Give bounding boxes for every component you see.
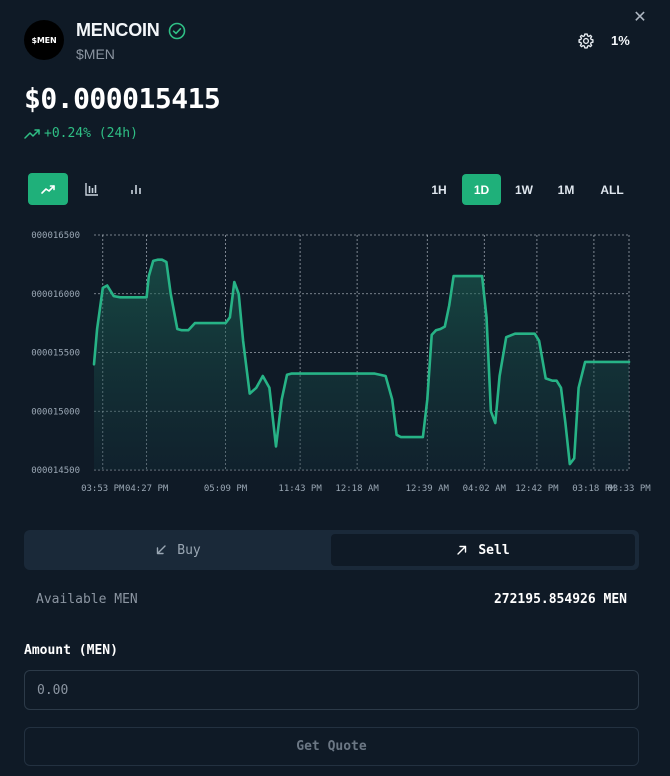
y-tick-label: 000016000	[31, 290, 80, 300]
bar-chart-icon	[131, 185, 141, 194]
trend-line-icon	[41, 185, 55, 194]
candlestick-icon	[85, 183, 98, 196]
price-change: +0.24% (24h)	[24, 126, 138, 141]
x-tick-label: 05:09 PM	[204, 484, 248, 494]
x-tick-label: 03:53 PM	[81, 484, 125, 494]
timeframe-1m[interactable]: 1M	[557, 182, 575, 197]
price-change-text: +0.24% (24h)	[44, 126, 138, 141]
chart-type-line-button[interactable]	[28, 173, 68, 205]
x-tick-label: 03:18 PM	[572, 484, 616, 494]
y-tick-label: 000015000	[31, 407, 80, 417]
trending-up-icon	[24, 128, 40, 139]
buy-tab-label: Buy	[177, 542, 201, 558]
buy-tab[interactable]: Buy	[28, 534, 328, 566]
amount-input[interactable]	[24, 670, 639, 710]
sell-tab[interactable]: Sell	[331, 534, 635, 566]
arrow-up-right-icon	[457, 545, 467, 555]
token-logo: $MEN	[24, 20, 64, 60]
x-tick-label: 12:18 AM	[335, 484, 379, 494]
price-area-fill	[94, 259, 629, 470]
timeframe-1w[interactable]: 1W	[515, 182, 533, 197]
timeframe-all[interactable]: ALL	[600, 182, 624, 197]
y-tick-label: 000016500	[31, 231, 80, 241]
y-tick-label: 000014500	[31, 466, 80, 476]
x-tick-label: 04:02 AM	[463, 484, 507, 494]
sell-tab-label: Sell	[478, 542, 510, 558]
chart-type-candles-button[interactable]	[76, 173, 108, 205]
get-quote-button[interactable]: Get Quote	[24, 727, 639, 766]
x-tick-label: 11:43 PM	[278, 484, 322, 494]
chart-type-bars-button[interactable]	[120, 173, 152, 205]
y-tick-label: 000015500	[31, 349, 80, 359]
trade-tabs: Buy Sell	[24, 530, 639, 570]
token-symbol: $MEN	[76, 46, 115, 62]
price-line	[92, 258, 631, 466]
slippage-value[interactable]: 1%	[611, 33, 630, 48]
arrow-down-left-icon	[157, 545, 166, 555]
close-icon[interactable]: ✕	[633, 7, 647, 26]
price-chart: 000016500 000016000 000015500 000015000 0000…	[31, 231, 651, 494]
check-circle-icon	[168, 22, 186, 40]
x-tick-label: 04:27 PM	[125, 484, 169, 494]
amount-label: Amount (MEN)	[24, 643, 118, 658]
x-tick-label: 12:39 AM	[406, 484, 450, 494]
token-logo-text: $MEN	[31, 35, 57, 45]
timeframe-1h[interactable]: 1H	[431, 182, 447, 197]
token-price: $0.000015415	[24, 82, 221, 115]
timeframe-1d[interactable]: 1D	[462, 174, 501, 205]
x-tick-label: 12:42 PM	[515, 484, 559, 494]
available-label: Available MEN	[36, 592, 138, 607]
x-tick-label: 03:33 PM	[607, 484, 651, 494]
available-balance: 272195.854926 MEN	[493, 592, 627, 607]
token-name: MENCOIN	[76, 20, 160, 40]
gear-icon[interactable]	[577, 32, 595, 50]
